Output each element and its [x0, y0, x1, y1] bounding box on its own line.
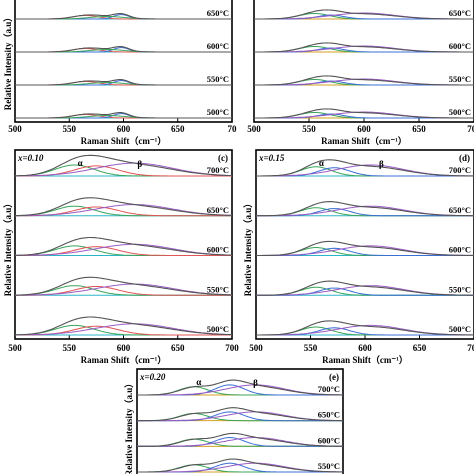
panel-3-xtick-label: 600 — [358, 343, 372, 353]
panel-1-xtick-label: 600 — [357, 124, 371, 134]
panel-2-component-curve — [15, 162, 232, 177]
panel-1-xtick-label: 650 — [412, 124, 426, 134]
panel-1-temperature-label: 500°C — [449, 107, 471, 117]
panel-3-temperature-label: 550°C — [449, 284, 471, 294]
panel-0-component-curve — [15, 46, 232, 53]
panel-0-temperature-label: 550°C — [207, 74, 229, 84]
panel-2-temperature-label: 700°C — [207, 165, 229, 175]
panel-2-xtick-label: 650 — [171, 343, 185, 353]
panel-3-x-axis-label: Raman Shift（cm⁻¹） — [322, 355, 408, 365]
panel-4-y-axis-label: Relative Intensity（a.u） — [124, 379, 134, 474]
panel-4-peak-label-alpha: α — [196, 377, 201, 387]
panel-4-envelope-curve — [137, 432, 344, 447]
panel-0-x-axis-label: Raman Shift（cm⁻¹） — [81, 136, 167, 146]
panel-2-xtick-label: 700 — [225, 343, 239, 353]
panel-4-composition-label: x=0.20 — [139, 372, 166, 382]
panel-0-component-curve — [15, 79, 232, 86]
panel-2-temperature-label: 550°C — [207, 284, 229, 294]
panel-4-temperature-label: 650°C — [318, 410, 340, 420]
panel-3-xtick-label: 700 — [467, 343, 474, 353]
panel-0-temperature-label: 500°C — [207, 107, 229, 117]
panel-3-y-axis-label: Relative Intensity（a.u） — [243, 199, 253, 297]
panel-0-xtick-label: 650 — [171, 124, 185, 134]
panel-4-temperature-label: 600°C — [318, 435, 340, 445]
panel-0-envelope-curve — [15, 12, 232, 20]
panel-4-panel-label: (e) — [329, 372, 339, 382]
panel-0-y-axis-label: Relative Intensity（a.u） — [3, 13, 13, 111]
panel-1-envelope-curve — [254, 75, 474, 86]
panel-3-peak-label-alpha: α — [319, 158, 324, 168]
panel-2-envelope-curve — [15, 154, 233, 177]
panel-2-peak-label-beta: β — [137, 159, 142, 169]
panel-4-envelope-curve — [137, 379, 343, 396]
panel-1-envelope-curve — [254, 42, 474, 53]
panel-2-xtick-label: 600 — [117, 343, 131, 353]
panel-0-component-curve — [15, 112, 232, 119]
panel-4-frame — [136, 368, 344, 474]
panel-1-temperature-label: 550°C — [449, 74, 471, 84]
panel-2-envelope-curve — [15, 316, 233, 336]
panel-2-envelope-curve — [15, 236, 233, 256]
panel-2-temperature-label: 500°C — [207, 324, 229, 334]
panel-0-xtick-label: 70 — [228, 124, 238, 134]
panel-1-envelope-curve — [254, 9, 474, 20]
panel-3-composition-label: x=0.15 — [258, 153, 285, 163]
panel-2-peak-label-alpha: α — [78, 158, 83, 168]
panel-3-xtick-label: 550 — [304, 343, 318, 353]
panel-1-envelope-curve — [254, 108, 474, 119]
panel-1-xtick-label: 500 — [247, 124, 261, 134]
panel-0-xtick-label: 550 — [63, 124, 77, 134]
panel-3-xtick-label: 650 — [413, 343, 427, 353]
panel-0-envelope-curve — [15, 111, 232, 119]
panel-2-panel-label: (c) — [218, 153, 228, 163]
panel-2-xtick-label: 550 — [63, 343, 77, 353]
panel-0-envelope-curve — [15, 78, 232, 86]
panel-3-envelope-curve — [256, 320, 474, 336]
panel-1-temperature-label: 600°C — [449, 41, 471, 51]
panel-4-envelope-curve — [137, 458, 343, 473]
panel-0-temperature-label: 600°C — [207, 41, 229, 51]
panel-4-temperature-label: 700°C — [318, 384, 340, 394]
panel-2-y-axis-label: Relative Intensity（a.u） — [3, 199, 13, 297]
panel-3-xtick-label: 500 — [249, 343, 263, 353]
panel-2-temperature-label: 650°C — [207, 205, 229, 215]
panel-2-envelope-curve — [15, 276, 233, 296]
panel-1-xtick-label: 700 — [467, 124, 474, 134]
panel-3-temperature-label: 650°C — [449, 205, 471, 215]
panel-3-envelope-curve — [256, 201, 474, 217]
panel-0-envelope-curve — [15, 45, 232, 53]
panel-2-envelope-curve — [15, 197, 233, 217]
panel-0-xtick-label: 500 — [8, 124, 22, 134]
panel-4-envelope-curve — [137, 407, 343, 422]
panel-4-temperature-label: 550°C — [318, 461, 340, 471]
panel-1-xtick-label: 550 — [302, 124, 316, 134]
panel-1-temperature-label: 650°C — [449, 8, 471, 18]
panel-3-panel-label: (d) — [459, 153, 470, 163]
panel-2-composition-label: x=0.10 — [17, 153, 44, 163]
panel-2-x-axis-label: Raman Shift（cm⁻¹） — [81, 355, 167, 365]
panel-2-xtick-label: 500 — [8, 343, 22, 353]
panel-0-frame — [14, 0, 233, 123]
panel-0-xtick-label: 600 — [117, 124, 131, 134]
panel-3-peak-label-beta: β — [379, 159, 384, 169]
panel-0-component-curve — [15, 13, 232, 20]
panel-0-temperature-label: 650°C — [207, 8, 229, 18]
panel-3-envelope-curve — [256, 280, 474, 296]
panel-1-x-axis-label: Raman Shift（cm⁻¹） — [321, 136, 407, 146]
panel-4-peak-label-beta: β — [253, 378, 258, 388]
panel-3-temperature-label: 600°C — [449, 245, 471, 255]
panel-3-envelope-curve — [256, 240, 474, 257]
panel-3-temperature-label: 500°C — [449, 324, 471, 334]
panel-3-temperature-label: 700°C — [449, 165, 471, 175]
panel-3-frame — [255, 149, 474, 340]
panel-3-envelope-curve — [256, 159, 474, 177]
panel-2-temperature-label: 600°C — [207, 245, 229, 255]
